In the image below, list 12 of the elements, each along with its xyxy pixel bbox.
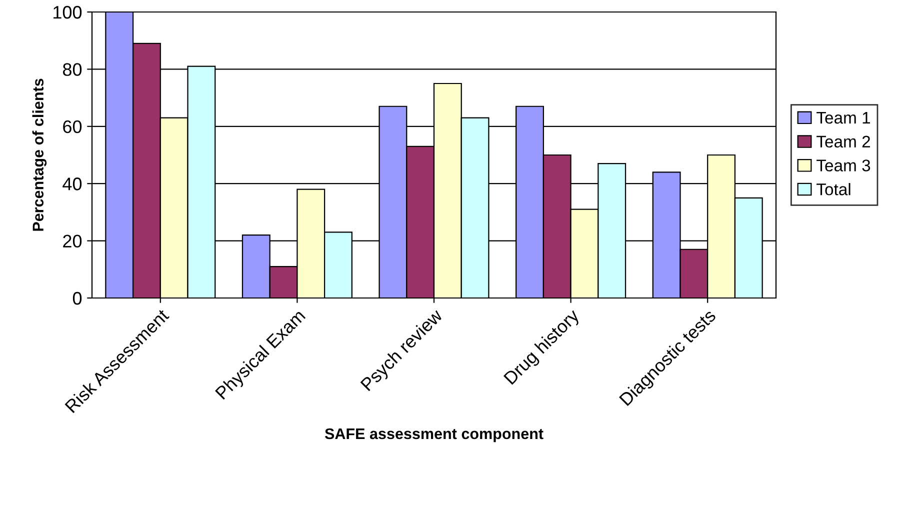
- y-tick-label: 20: [63, 234, 82, 248]
- y-axis-title: Percentage of clients: [32, 78, 47, 231]
- y-tick-label: 100: [54, 6, 82, 19]
- legend-label: Team 3: [816, 160, 870, 172]
- y-tick-label: 40: [62, 178, 82, 190]
- y-tick-label: 80: [62, 63, 82, 76]
- x-axis-title: SAFE assessment component: [324, 428, 544, 442]
- y-tick-label: 0: [72, 292, 82, 305]
- legend-label: Team 2: [816, 136, 870, 148]
- legend-label: Total: [816, 183, 850, 196]
- y-tick-label: 60: [63, 120, 82, 134]
- legend-label: Team 1: [816, 112, 870, 124]
